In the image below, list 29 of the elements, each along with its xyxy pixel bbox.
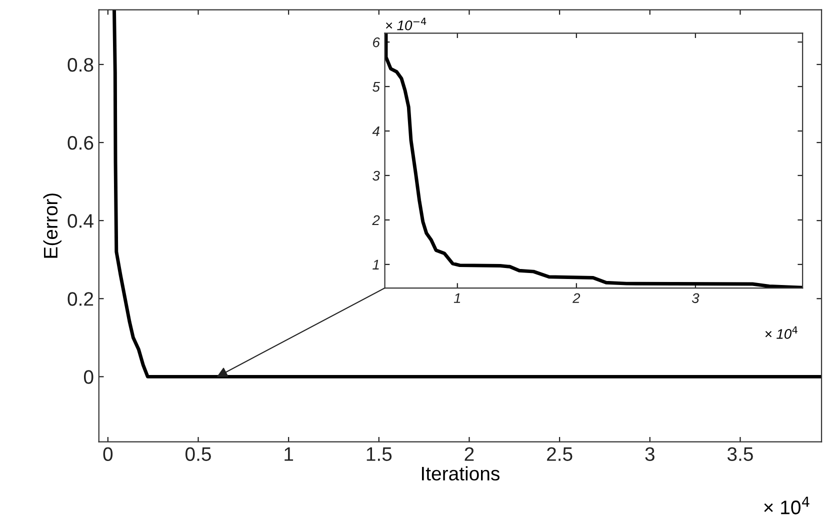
- annotation: × 10$^{−4}$: [386, 18, 426, 30]
- y-tick-label: 0: [84, 370, 94, 384]
- y-tick-label: 2: [372, 215, 380, 225]
- x-axis-title: Iterations: [422, 466, 500, 481]
- line-series: [384, 33, 803, 288]
- text: × 10$^{4}$: [764, 496, 810, 514]
- x-tick-label: 2: [464, 447, 474, 461]
- x-tick-label: 3.5: [727, 447, 753, 461]
- x-tick-label: 3: [692, 293, 700, 304]
- y-tick-label: 6: [373, 37, 380, 48]
- y-tick-label: 1: [372, 260, 379, 270]
- annotation: × 10$^{4}$: [765, 326, 798, 339]
- x-tick-label: 0: [103, 447, 113, 461]
- y-tick-label: 0.6: [68, 136, 94, 150]
- y-tick-label: 0.2: [68, 292, 94, 306]
- line-series: [112, 10, 822, 378]
- x-tick-label: 2: [572, 293, 580, 303]
- y-tick-label: 0.8: [68, 58, 94, 72]
- y-tick-label: 3: [372, 170, 380, 181]
- x-tick-label: 1: [454, 293, 460, 303]
- x-tick-label: 3: [645, 447, 654, 461]
- x-tick-label: 1.5: [366, 447, 392, 461]
- y-tick-label: 5: [372, 82, 380, 92]
- y-tick-label: 0.4: [68, 214, 94, 228]
- x-tick-label: 0.5: [185, 447, 211, 461]
- x-tick-label: 1: [284, 447, 294, 461]
- y-axis-title: E(error): [43, 194, 62, 258]
- y-tick-label: 4: [372, 126, 380, 136]
- x-tick-label: 2.5: [547, 447, 572, 461]
